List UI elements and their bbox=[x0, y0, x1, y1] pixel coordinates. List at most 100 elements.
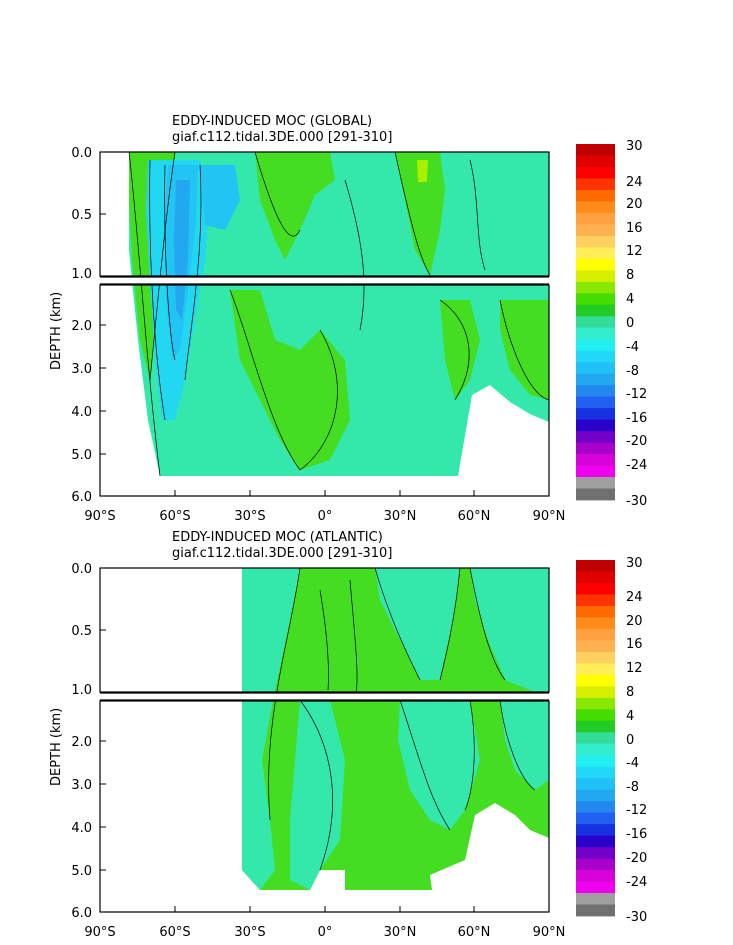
colorbar-swatch bbox=[576, 605, 615, 618]
x-tick-label: 90°N bbox=[533, 509, 566, 524]
colorbar-label: 16 bbox=[626, 221, 643, 236]
contour-lines bbox=[268, 568, 536, 871]
colorbar-swatch bbox=[576, 442, 615, 455]
x-tick-label: 60°S bbox=[159, 509, 190, 524]
colorbar-label: 8 bbox=[626, 685, 634, 700]
region-cyan-east-upper bbox=[375, 568, 460, 680]
colorbar-swatch bbox=[576, 674, 615, 687]
colorbar-label: -12 bbox=[626, 387, 647, 402]
y-axis-label: DEPTH (km) bbox=[49, 708, 64, 786]
x-tick-label: 60°N bbox=[458, 509, 491, 524]
y-axis-tick-labels: 0.0 0.5 1.0 2.0 3.0 4.0 5.0 6.0 bbox=[71, 146, 92, 505]
colorbar-swatch bbox=[576, 488, 615, 501]
colorbar-label: 0 bbox=[626, 733, 634, 748]
y-tick-label: 4.0 bbox=[71, 405, 92, 420]
colorbar-label: -30 bbox=[626, 910, 647, 925]
colorbar-swatch bbox=[576, 709, 615, 722]
colorbar-swatch bbox=[576, 339, 615, 352]
contour-lines bbox=[128, 152, 549, 477]
region-cyan-north bbox=[470, 568, 549, 700]
x-tick-label: 30°S bbox=[234, 509, 265, 524]
colorbar-swatch bbox=[576, 212, 615, 225]
colorbar-label: -16 bbox=[626, 411, 647, 426]
y-tick-label: 2.0 bbox=[71, 735, 92, 750]
colorbar-swatch bbox=[576, 778, 615, 791]
region-green-atl-edge bbox=[500, 300, 549, 400]
y-tick-label: 5.0 bbox=[71, 864, 92, 879]
colorbar-label: -12 bbox=[626, 803, 647, 818]
y-axis-ticks bbox=[100, 151, 106, 497]
colorbar-swatch bbox=[576, 697, 615, 710]
colorbar-swatch bbox=[576, 270, 615, 283]
contour-field bbox=[128, 152, 549, 477]
chart-global: EDDY-INDUCED MOC (GLOBAL) giaf.c112.tida… bbox=[49, 114, 565, 524]
x-axis-tick-labels: 90°S 60°S 30°S 0° 30°N 60°N 90°N bbox=[84, 509, 565, 524]
y-tick-label: 1.0 bbox=[71, 683, 92, 698]
y-tick-label: 0.0 bbox=[71, 562, 92, 577]
y-tick-label: 6.0 bbox=[71, 906, 92, 921]
region-cyan-north-deep bbox=[500, 700, 549, 790]
colorbar-swatch bbox=[576, 224, 615, 237]
x-tick-label: 30°S bbox=[234, 925, 265, 940]
region-cyan-east-deep bbox=[398, 700, 480, 830]
colorbar-label: 12 bbox=[626, 244, 643, 259]
x-tick-label: 90°S bbox=[84, 509, 115, 524]
panel-gap bbox=[99, 693, 551, 700]
region-cyan-upper bbox=[200, 165, 240, 230]
colorbar-swatch bbox=[576, 235, 615, 248]
x-tick-label: 0° bbox=[318, 925, 333, 940]
colorbar-swatch bbox=[576, 617, 615, 630]
colorbar-label: 20 bbox=[626, 197, 643, 212]
colorbar-label: -4 bbox=[626, 756, 639, 771]
y-tick-label: 2.0 bbox=[71, 319, 92, 334]
region-green-north bbox=[395, 152, 445, 275]
colorbar-swatch bbox=[576, 477, 615, 489]
colorbar-swatch bbox=[576, 293, 615, 306]
colorbar-label: 24 bbox=[626, 590, 643, 605]
colorbar-swatch bbox=[576, 686, 615, 699]
colorbar-swatch bbox=[576, 327, 615, 340]
colorbar-swatch bbox=[576, 362, 615, 375]
colorbar-swatch bbox=[576, 350, 615, 363]
colorbar-label: -20 bbox=[626, 434, 647, 449]
y-axis-ticks bbox=[100, 567, 106, 913]
colorbar-swatch bbox=[576, 628, 615, 641]
panel-gap bbox=[99, 277, 551, 284]
colorbar-swatch bbox=[576, 419, 615, 432]
colorbar-swatch bbox=[576, 732, 615, 745]
colorbar-swatch bbox=[576, 663, 615, 676]
x-axis-tick-labels: 90°S 60°S 30°S 0° 30°N 60°N 90°N bbox=[84, 925, 565, 940]
chart-atlantic: EDDY-INDUCED MOC (ATLANTIC) giaf.c112.ti… bbox=[49, 530, 565, 940]
colorbar-swatch bbox=[576, 766, 615, 779]
colorbar-swatch bbox=[576, 144, 615, 156]
x-tick-label: 60°N bbox=[458, 925, 491, 940]
x-tick-label: 30°N bbox=[384, 925, 417, 940]
colorbar-swatch bbox=[576, 178, 615, 191]
colorbar-swatch bbox=[576, 281, 615, 294]
colorbar-swatch bbox=[576, 835, 615, 848]
colorbar-global bbox=[576, 144, 615, 501]
x-axis-ticks bbox=[99, 906, 550, 912]
colorbar-label: 20 bbox=[626, 614, 643, 629]
colorbar-label: 8 bbox=[626, 268, 634, 283]
x-tick-label: 90°N bbox=[533, 925, 566, 940]
colorbar-swatch bbox=[576, 904, 615, 917]
chart-title: EDDY-INDUCED MOC (ATLANTIC) bbox=[172, 530, 383, 545]
colorbar-swatch bbox=[576, 316, 615, 329]
y-tick-label: 5.0 bbox=[71, 448, 92, 463]
region-cyan-west bbox=[242, 568, 300, 890]
colorbar-swatch bbox=[576, 155, 615, 168]
y-tick-label: 0.5 bbox=[71, 624, 92, 639]
colorbar-swatch bbox=[576, 720, 615, 733]
y-tick-label: 1.0 bbox=[71, 267, 92, 282]
y-tick-label: 0.0 bbox=[71, 146, 92, 161]
colorbar-swatch bbox=[576, 893, 615, 905]
colorbar-label: -16 bbox=[626, 827, 647, 842]
colorbar-label: 4 bbox=[626, 709, 634, 724]
region-green-upper bbox=[255, 152, 335, 260]
colorbar-swatch bbox=[576, 431, 615, 443]
colorbar-swatch bbox=[576, 755, 615, 768]
colorbar-swatch bbox=[576, 801, 615, 814]
colorbar-swatch bbox=[576, 571, 615, 584]
